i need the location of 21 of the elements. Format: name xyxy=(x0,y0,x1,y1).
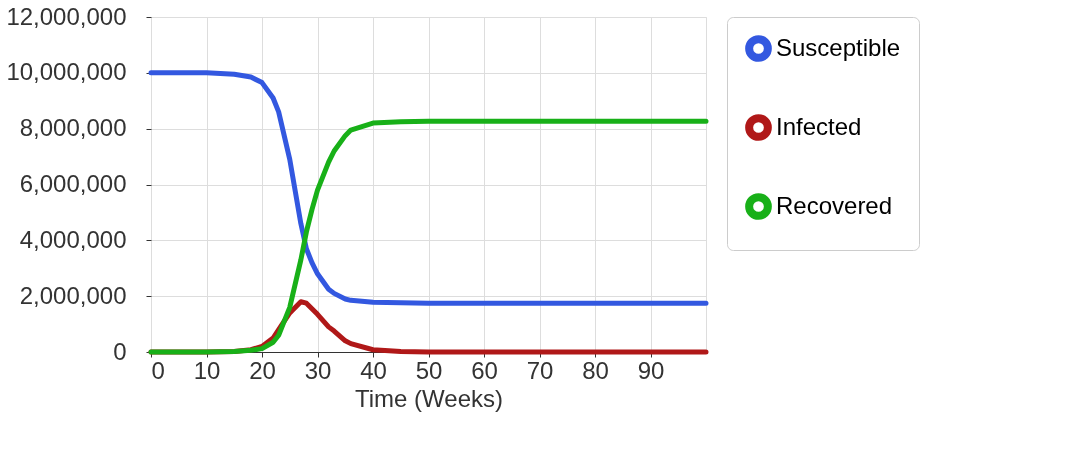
x-tick-label: 10 xyxy=(193,356,221,384)
x-axis-title: Time (Weeks) xyxy=(354,384,504,412)
x-tick-label: 70 xyxy=(526,356,554,384)
y-tick-label: 8,000,000 xyxy=(19,114,127,142)
legend-label: Susceptible xyxy=(776,33,901,61)
y-tick-label: 4,000,000 xyxy=(19,225,127,253)
y-tick-label: 0 xyxy=(113,337,127,365)
x-tick-label: 60 xyxy=(471,356,498,384)
x-tick-label: 80 xyxy=(582,356,609,384)
y-tick-label: 6,000,000 xyxy=(19,170,127,197)
x-tick-label: 0 xyxy=(151,356,165,384)
x-tick-label: 20 xyxy=(249,356,276,384)
x-tick-label: 30 xyxy=(304,356,332,384)
x-tick-label: 90 xyxy=(637,356,665,384)
y-tick-label: 10,000,000 xyxy=(6,58,127,86)
y-tick-label: 2,000,000 xyxy=(19,281,127,309)
y-tick-label: 12,000,000 xyxy=(6,2,127,30)
x-tick-label: 40 xyxy=(360,356,387,384)
legend-label: Infected xyxy=(776,112,862,140)
x-tick-label: 50 xyxy=(415,356,443,384)
legend-label: Recovered xyxy=(776,191,893,219)
